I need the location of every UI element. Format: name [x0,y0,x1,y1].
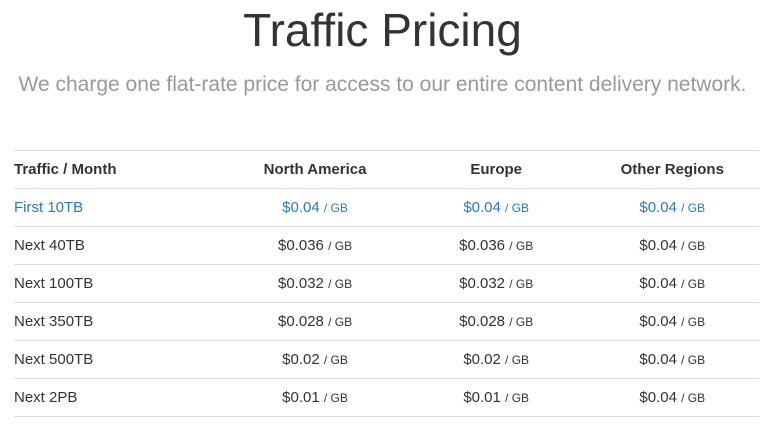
price-europe: $0.02 / GB [406,340,586,379]
price-north-america: $0.01 / GB [223,378,407,417]
price-other-regions: $0.04 / GB [585,378,759,417]
price-other-regions: $0.04 / GB [585,340,759,379]
price-europe: $0.04 / GB [406,188,586,227]
price-north-america: $0.032 / GB [223,264,407,303]
price-europe: $0.01 / GB [406,378,586,417]
table-row: Next 500TB $0.02 / GB $0.02 / GB $0.04 /… [14,340,759,379]
column-header-north-america: North America [223,150,407,189]
price-north-america: $0.036 / GB [223,226,407,265]
page-title: Traffic Pricing [243,4,522,56]
table-row: First 10TB $0.04 / GB $0.04 / GB $0.04 /… [14,188,759,227]
column-header-europe: Europe [406,150,586,189]
price-north-america: $0.02 / GB [223,340,407,379]
tier-cell: Next 350TB [14,302,224,341]
price-other-regions: $0.04 / GB [585,188,759,227]
price-north-america: $0.028 / GB [223,302,407,341]
table-header-row: Traffic / Month North America Europe Oth… [14,150,759,189]
price-europe: $0.028 / GB [406,302,586,341]
tier-cell: Next 40TB [14,226,224,265]
table-row: Next 40TB $0.036 / GB $0.036 / GB $0.04 … [14,226,759,265]
table-row: Next 100TB $0.032 / GB $0.032 / GB $0.04… [14,264,759,303]
price-europe: $0.032 / GB [406,264,586,303]
column-header-traffic: Traffic / Month [14,150,224,189]
table-row: Next 350TB $0.028 / GB $0.028 / GB $0.04… [14,302,759,341]
pricing-table: Traffic / Month North America Europe Oth… [14,150,759,417]
tier-cell: First 10TB [14,188,224,227]
tier-cell: Next 100TB [14,264,224,303]
page-subtitle: We charge one flat-rate price for access… [18,73,747,96]
price-north-america: $0.04 / GB [223,188,407,227]
price-europe: $0.036 / GB [406,226,586,265]
pricing-table-body: First 10TB $0.04 / GB $0.04 / GB $0.04 /… [14,188,759,417]
column-header-other-regions: Other Regions [585,150,759,189]
table-row: Next 2PB $0.01 / GB $0.01 / GB $0.04 / G… [14,378,759,417]
tier-cell: Next 500TB [14,340,224,379]
price-other-regions: $0.04 / GB [585,302,759,341]
price-other-regions: $0.04 / GB [585,226,759,265]
price-other-regions: $0.04 / GB [585,264,759,303]
tier-cell: Next 2PB [14,378,224,417]
